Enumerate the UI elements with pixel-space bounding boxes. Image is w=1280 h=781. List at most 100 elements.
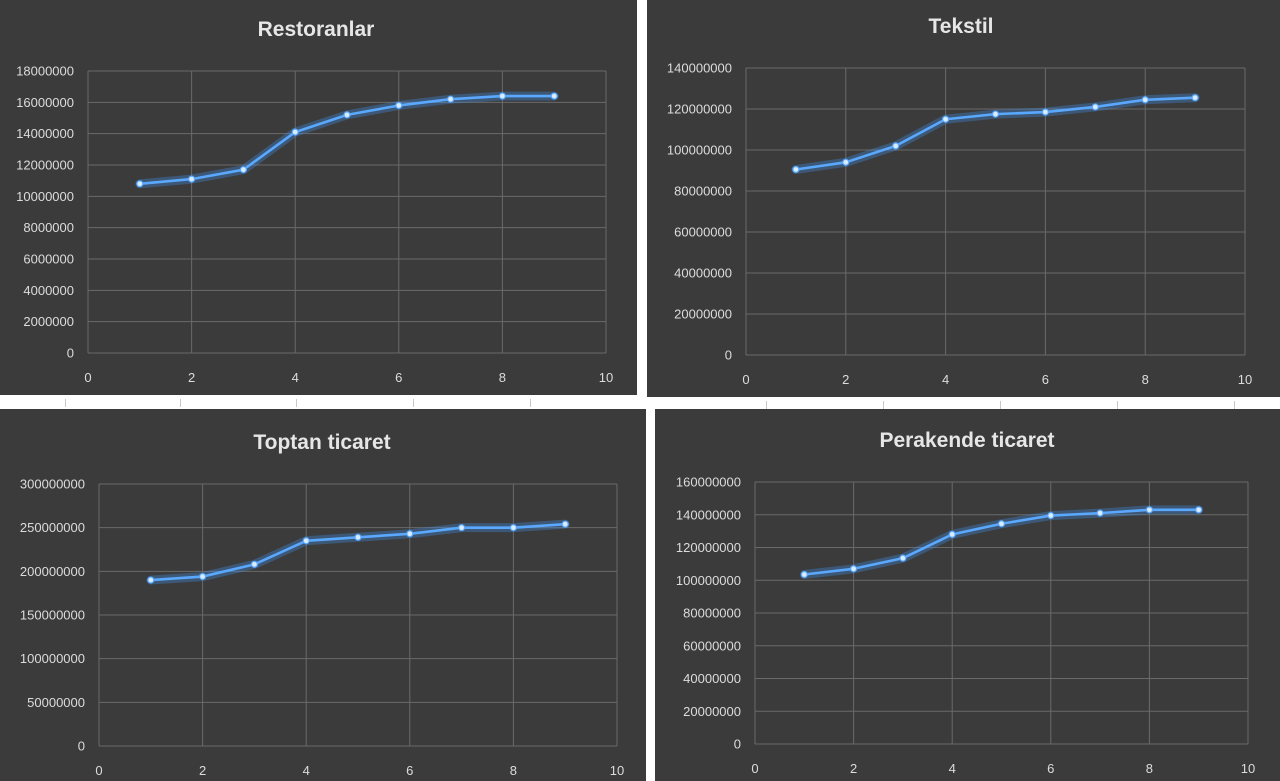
sheet-separator-tick (1000, 401, 1001, 409)
x-tick-label: 4 (949, 761, 956, 776)
data-point (550, 92, 558, 100)
y-tick-label: 140000000 (676, 507, 741, 522)
data-point (842, 158, 850, 166)
data-point (188, 175, 196, 183)
y-tick-label: 12000000 (16, 158, 74, 173)
data-point (343, 111, 351, 119)
data-point (1195, 506, 1203, 514)
data-point (561, 520, 569, 528)
x-tick-label: 6 (1047, 761, 1054, 776)
y-tick-label: 150000000 (20, 608, 85, 623)
data-point (800, 570, 808, 579)
chart-panel-restoranlar: Restoranlar 0 2000000 4000000 6000000 8000000… (0, 0, 637, 395)
data-point (147, 576, 155, 584)
data-point (136, 180, 144, 188)
data-point (850, 565, 858, 573)
x-tick-label: 10 (1241, 761, 1255, 776)
data-point (1041, 108, 1049, 116)
x-tick-label: 8 (1146, 761, 1153, 776)
y-tick-label: 40000000 (683, 671, 741, 686)
data-point (942, 115, 950, 123)
y-tick-label: 250000000 (20, 520, 85, 535)
y-tick-label: 60000000 (674, 225, 732, 240)
x-tick-label: 10 (610, 763, 624, 778)
data-point (1047, 511, 1055, 520)
y-tick-label: 60000000 (683, 638, 741, 653)
data-point (899, 554, 907, 562)
data-point (498, 92, 506, 100)
data-point (250, 560, 258, 568)
data-point (302, 537, 310, 545)
data-point (1191, 94, 1199, 102)
data-point (1141, 96, 1149, 104)
y-tick-label: 4000000 (23, 283, 74, 298)
sheet-separator-tick (883, 401, 884, 409)
data-point (291, 128, 299, 136)
y-tick-label: 0 (67, 346, 74, 361)
y-tick-label: 100000000 (676, 573, 741, 588)
x-tick-label: 8 (499, 370, 506, 385)
data-point (239, 166, 247, 174)
x-tick-label: 0 (84, 370, 91, 385)
sheet-separator-tick (1234, 401, 1235, 409)
chart-restoranlar: Restoranlar 0 2000000 4000000 6000000 8000000… (16, 18, 613, 385)
chart-title: Tekstil (929, 15, 994, 38)
x-tick-label: 2 (842, 372, 849, 387)
sheet-separator-tick (296, 399, 297, 407)
y-tick-label: 0 (78, 739, 85, 754)
x-tick-label: 6 (395, 370, 402, 385)
y-tick-label: 300000000 (20, 477, 85, 492)
sheet-separator-tick (180, 399, 181, 407)
y-tick-label: 20000000 (674, 307, 732, 322)
x-tick-label: 10 (1238, 372, 1252, 387)
chart-title: Restoranlar (258, 18, 375, 41)
data-point (199, 572, 207, 581)
x-tick-label: 0 (751, 761, 758, 776)
y-tick-label: 80000000 (674, 184, 732, 199)
data-point (991, 110, 1000, 118)
y-tick-label: 140000000 (667, 61, 732, 76)
series-line (138, 94, 556, 186)
chart-title: Toptan ticaret (253, 431, 390, 454)
chart-panel-perakende-ticaret: Perakende ticaret 0 20000000 40000000 600000… (655, 409, 1280, 781)
x-tick-label: 2 (850, 761, 857, 776)
y-tick-label: 16000000 (16, 95, 74, 110)
x-tick-label: 6 (1042, 372, 1049, 387)
y-tick-label: 100000000 (667, 143, 732, 158)
data-point (395, 101, 403, 110)
sheet-separator-tick (65, 399, 66, 407)
chart-title: Perakende ticaret (879, 429, 1054, 452)
y-tick-label: 6000000 (23, 252, 74, 267)
x-tick-label: 4 (292, 370, 299, 385)
chart-tekstil: Tekstil 0 20000000 40000000 60000000 80000000… (667, 15, 1252, 387)
data-point (892, 142, 900, 150)
data-point (948, 530, 956, 539)
data-point (406, 530, 414, 538)
y-tick-label: 200000000 (20, 564, 85, 579)
chart-panel-toptan-ticaret: Toptan ticaret 0 50000000 100000000 15000000… (0, 409, 646, 781)
y-tick-label: 2000000 (23, 314, 74, 329)
data-point (509, 524, 518, 532)
series-line (794, 96, 1197, 171)
x-tick-label: 0 (742, 372, 749, 387)
sheet-separator-tick (530, 399, 531, 407)
sheet-separator-tick (766, 401, 767, 409)
y-tick-label: 40000000 (674, 266, 732, 281)
series-line-glow (135, 91, 559, 189)
y-tick-label: 8000000 (23, 220, 74, 235)
chart-toptan-ticaret: Toptan ticaret 0 50000000 100000000 15000000… (20, 431, 624, 778)
sheet-separator-tick (1117, 401, 1118, 409)
series-line-glow (799, 505, 1204, 580)
x-tick-label: 2 (188, 370, 195, 385)
chart-panel-tekstil: Tekstil 0 20000000 40000000 60000000 80000000… (647, 0, 1280, 397)
y-tick-label: 18000000 (16, 64, 74, 79)
data-point (1091, 103, 1099, 111)
data-point (792, 165, 800, 174)
x-tick-label: 2 (199, 763, 206, 778)
x-tick-label: 4 (942, 372, 949, 387)
data-point (447, 95, 455, 103)
x-tick-label: 4 (303, 763, 310, 778)
y-tick-label: 100000000 (20, 651, 85, 666)
y-tick-label: 0 (725, 348, 732, 363)
x-tick-label: 8 (1142, 372, 1149, 387)
